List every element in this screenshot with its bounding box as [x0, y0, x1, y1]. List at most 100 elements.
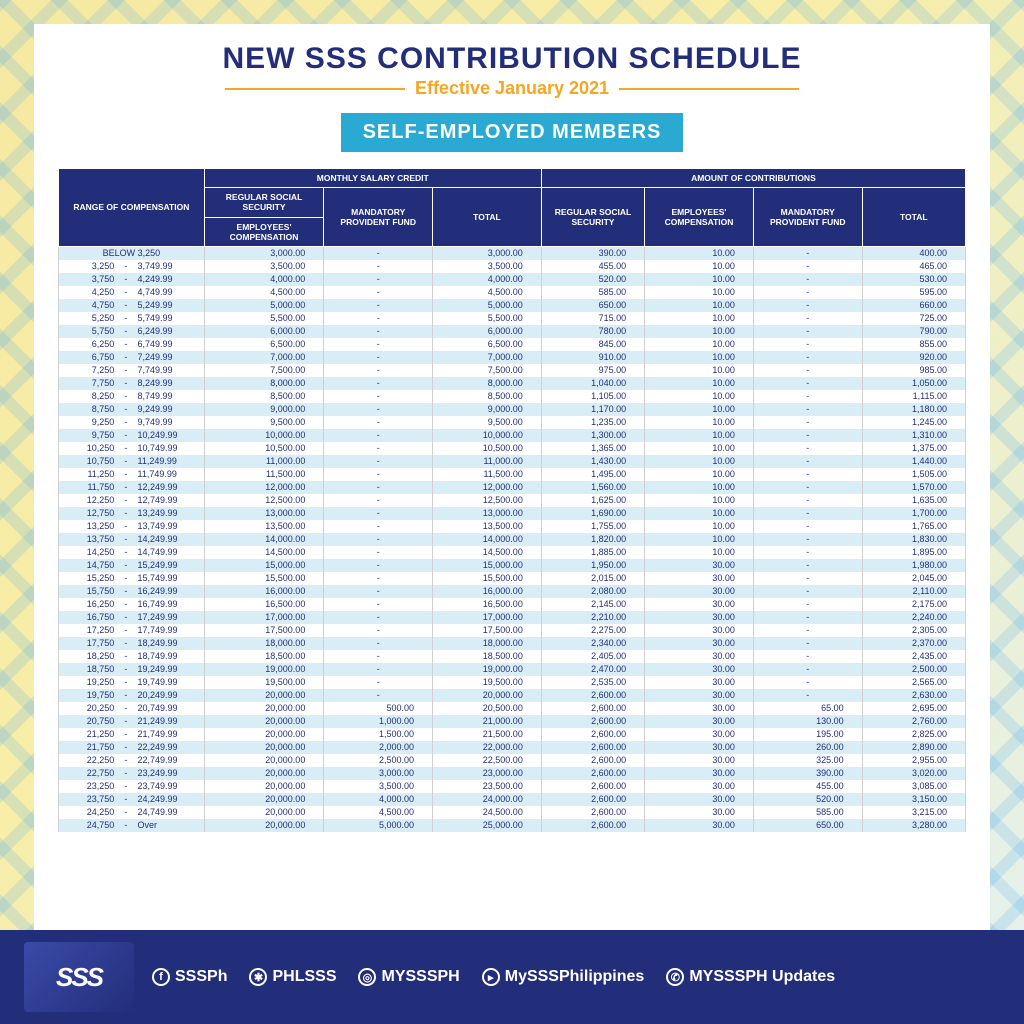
header-group-contrib: AMOUNT OF CONTRIBUTIONS	[541, 169, 965, 188]
cmpf-cell: 260.00	[753, 741, 862, 754]
range-dash: -	[118, 637, 133, 650]
range-low: 7,250	[59, 364, 119, 377]
mpf-cell: 3,500.00	[324, 780, 433, 793]
ec-cell: 10.00	[645, 260, 754, 273]
total-cell: 2,435.00	[862, 650, 965, 663]
range-dash: -	[118, 559, 133, 572]
cmpf-cell: -	[753, 390, 862, 403]
table-row: 3,750-4,249.994,000.00-4,000.00520.0010.…	[59, 273, 966, 286]
cmpf-cell: -	[753, 624, 862, 637]
range-high: 24,249.99	[134, 793, 205, 806]
header-c-rss: REGULAR SOCIAL SECURITY	[541, 188, 644, 247]
table-row: 11,250-11,749.9911,500.00-11,500.001,495…	[59, 468, 966, 481]
range-high: 8,249.99	[134, 377, 205, 390]
rss-cell: 2,600.00	[541, 754, 644, 767]
msc-total-cell: 21,500.00	[433, 728, 542, 741]
mpf-cell: -	[324, 351, 433, 364]
range-dash: -	[118, 715, 133, 728]
ec-cell: 30.00	[645, 663, 754, 676]
range-dash: -	[118, 442, 133, 455]
social-link[interactable]: ✆MYSSSPH Updates	[666, 968, 835, 986]
rss-cell: 1,300.00	[541, 429, 644, 442]
range-low: 17,250	[59, 624, 119, 637]
total-cell: 985.00	[862, 364, 965, 377]
msc-total-cell: 11,500.00	[433, 468, 542, 481]
rss-cell: 2,405.00	[541, 650, 644, 663]
v-icon: ✆	[666, 968, 684, 986]
table-row: 12,250-12,749.9912,500.00-12,500.001,625…	[59, 494, 966, 507]
table-row: 23,750-24,249.9920,000.004,000.0024,000.…	[59, 793, 966, 806]
rss-cell: 2,535.00	[541, 676, 644, 689]
cmpf-cell: -	[753, 559, 862, 572]
cmpf-cell: -	[753, 442, 862, 455]
range-dash: -	[118, 494, 133, 507]
rss-cell: 2,470.00	[541, 663, 644, 676]
table-row: 5,250-5,749.995,500.00-5,500.00715.0010.…	[59, 312, 966, 325]
msc-cell: 12,000.00	[204, 481, 324, 494]
msc-cell: 12,500.00	[204, 494, 324, 507]
range-dash: -	[118, 819, 133, 832]
ec-cell: 10.00	[645, 377, 754, 390]
cmpf-cell: -	[753, 286, 862, 299]
range-low: 23,750	[59, 793, 119, 806]
range-low: 12,250	[59, 494, 119, 507]
total-cell: 1,375.00	[862, 442, 965, 455]
range-low: 10,250	[59, 442, 119, 455]
cmpf-cell: -	[753, 585, 862, 598]
msc-total-cell: 22,500.00	[433, 754, 542, 767]
ec-cell: 10.00	[645, 442, 754, 455]
total-cell: 660.00	[862, 299, 965, 312]
t-icon: ✱	[249, 968, 267, 986]
logo-text: SSS	[56, 962, 102, 993]
range-dash: -	[118, 611, 133, 624]
range-dash: -	[118, 624, 133, 637]
table-row: 12,750-13,249.9913,000.00-13,000.001,690…	[59, 507, 966, 520]
social-link[interactable]: ◎MYSSSPH	[358, 968, 459, 986]
mpf-cell: -	[324, 390, 433, 403]
rss-cell: 1,430.00	[541, 455, 644, 468]
contribution-table: RANGE OF COMPENSATION MONTHLY SALARY CRE…	[58, 168, 966, 832]
msc-cell: 3,000.00	[204, 246, 324, 260]
msc-total-cell: 5,000.00	[433, 299, 542, 312]
social-link[interactable]: ▸MySSSPhilippines	[482, 968, 645, 986]
msc-cell: 20,000.00	[204, 741, 324, 754]
range-high: 6,749.99	[134, 338, 205, 351]
total-cell: 2,045.00	[862, 572, 965, 585]
cmpf-cell: -	[753, 663, 862, 676]
mpf-cell: 2,000.00	[324, 741, 433, 754]
table-row: 18,250-18,749.9918,500.00-18,500.002,405…	[59, 650, 966, 663]
range-low: 19,750	[59, 689, 119, 702]
social-link[interactable]: ✱PHLSSS	[249, 968, 336, 986]
mpf-cell: -	[324, 533, 433, 546]
range-high: 7,249.99	[134, 351, 205, 364]
range-low: 17,750	[59, 637, 119, 650]
table-row: 9,250-9,749.999,500.00-9,500.001,235.001…	[59, 416, 966, 429]
table-row: 17,750-18,249.9918,000.00-18,000.002,340…	[59, 637, 966, 650]
mpf-cell: -	[324, 455, 433, 468]
msc-total-cell: 18,500.00	[433, 650, 542, 663]
subtitle: Effective January 2021	[415, 78, 609, 99]
rss-cell: 910.00	[541, 351, 644, 364]
ec-cell: 10.00	[645, 286, 754, 299]
ec-cell: 30.00	[645, 559, 754, 572]
msc-total-cell: 19,000.00	[433, 663, 542, 676]
range-low: 8,750	[59, 403, 119, 416]
divider-line	[619, 88, 799, 90]
msc-total-cell: 8,000.00	[433, 377, 542, 390]
total-cell: 1,895.00	[862, 546, 965, 559]
cmpf-cell: -	[753, 273, 862, 286]
range-low: 20,750	[59, 715, 119, 728]
total-cell: 1,570.00	[862, 481, 965, 494]
rss-cell: 650.00	[541, 299, 644, 312]
ec-cell: 10.00	[645, 312, 754, 325]
range-low: 13,250	[59, 520, 119, 533]
social-link[interactable]: fSSSPh	[152, 968, 227, 986]
cmpf-cell: -	[753, 481, 862, 494]
msc-cell: 7,500.00	[204, 364, 324, 377]
rss-cell: 845.00	[541, 338, 644, 351]
rss-cell: 2,600.00	[541, 728, 644, 741]
mpf-cell: -	[324, 663, 433, 676]
range-dash: -	[118, 429, 133, 442]
range-low: 10,750	[59, 455, 119, 468]
msc-cell: 13,000.00	[204, 507, 324, 520]
